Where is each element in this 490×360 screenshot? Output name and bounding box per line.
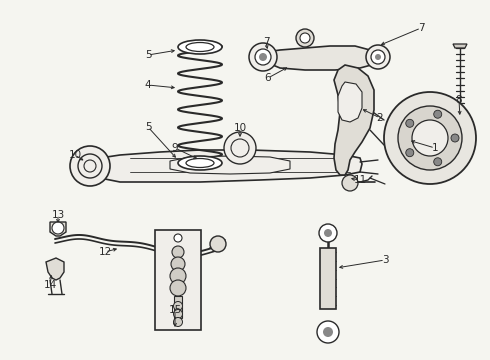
Text: 11: 11 (353, 175, 367, 185)
Text: 10: 10 (233, 123, 246, 133)
Bar (155, 230, 201, 330)
Circle shape (52, 222, 64, 234)
Circle shape (231, 139, 249, 157)
Circle shape (317, 321, 339, 343)
Circle shape (384, 92, 476, 184)
Circle shape (259, 53, 267, 61)
Polygon shape (50, 222, 66, 236)
Circle shape (172, 246, 184, 258)
Text: 6: 6 (265, 73, 271, 83)
Circle shape (84, 160, 96, 172)
Text: 12: 12 (98, 247, 112, 257)
Circle shape (406, 119, 414, 127)
Text: 9: 9 (172, 143, 178, 153)
Polygon shape (334, 65, 374, 175)
Polygon shape (46, 258, 64, 280)
Circle shape (170, 280, 186, 296)
Polygon shape (338, 82, 362, 122)
Polygon shape (453, 44, 467, 48)
Circle shape (375, 54, 381, 60)
Text: 4: 4 (145, 80, 151, 90)
Circle shape (70, 146, 110, 186)
Circle shape (319, 224, 337, 242)
Circle shape (296, 29, 314, 47)
Circle shape (342, 175, 358, 191)
Circle shape (300, 33, 310, 43)
Circle shape (412, 120, 448, 156)
Text: 8: 8 (456, 95, 462, 105)
Circle shape (323, 327, 333, 337)
Circle shape (406, 149, 414, 157)
Circle shape (324, 229, 332, 237)
Text: 10: 10 (69, 150, 81, 160)
Circle shape (451, 134, 459, 142)
Text: 1: 1 (432, 143, 439, 153)
Text: 5: 5 (145, 122, 151, 132)
Circle shape (249, 43, 277, 71)
Polygon shape (88, 150, 362, 182)
Bar (320, 248, 336, 309)
Bar (174, 296, 182, 318)
Text: 14: 14 (44, 280, 57, 290)
Circle shape (255, 49, 271, 65)
Circle shape (78, 154, 102, 178)
Ellipse shape (178, 40, 222, 54)
Text: 7: 7 (263, 37, 270, 47)
Ellipse shape (186, 42, 214, 51)
Text: 13: 13 (51, 210, 65, 220)
Circle shape (170, 268, 186, 284)
Circle shape (366, 45, 390, 69)
Polygon shape (170, 156, 290, 174)
Text: 5: 5 (145, 50, 151, 60)
Text: 7: 7 (417, 23, 424, 33)
Circle shape (210, 236, 226, 252)
Circle shape (434, 110, 441, 118)
Polygon shape (260, 46, 380, 70)
Circle shape (434, 158, 441, 166)
Ellipse shape (186, 158, 214, 167)
Text: 15: 15 (169, 305, 182, 315)
Circle shape (224, 132, 256, 164)
Circle shape (173, 310, 182, 319)
Circle shape (398, 106, 462, 170)
Circle shape (371, 50, 385, 64)
Circle shape (171, 257, 185, 271)
Circle shape (174, 234, 182, 242)
Circle shape (173, 302, 182, 310)
Text: 2: 2 (377, 113, 383, 123)
Ellipse shape (178, 156, 222, 170)
Circle shape (173, 318, 182, 327)
Text: 3: 3 (382, 255, 388, 265)
